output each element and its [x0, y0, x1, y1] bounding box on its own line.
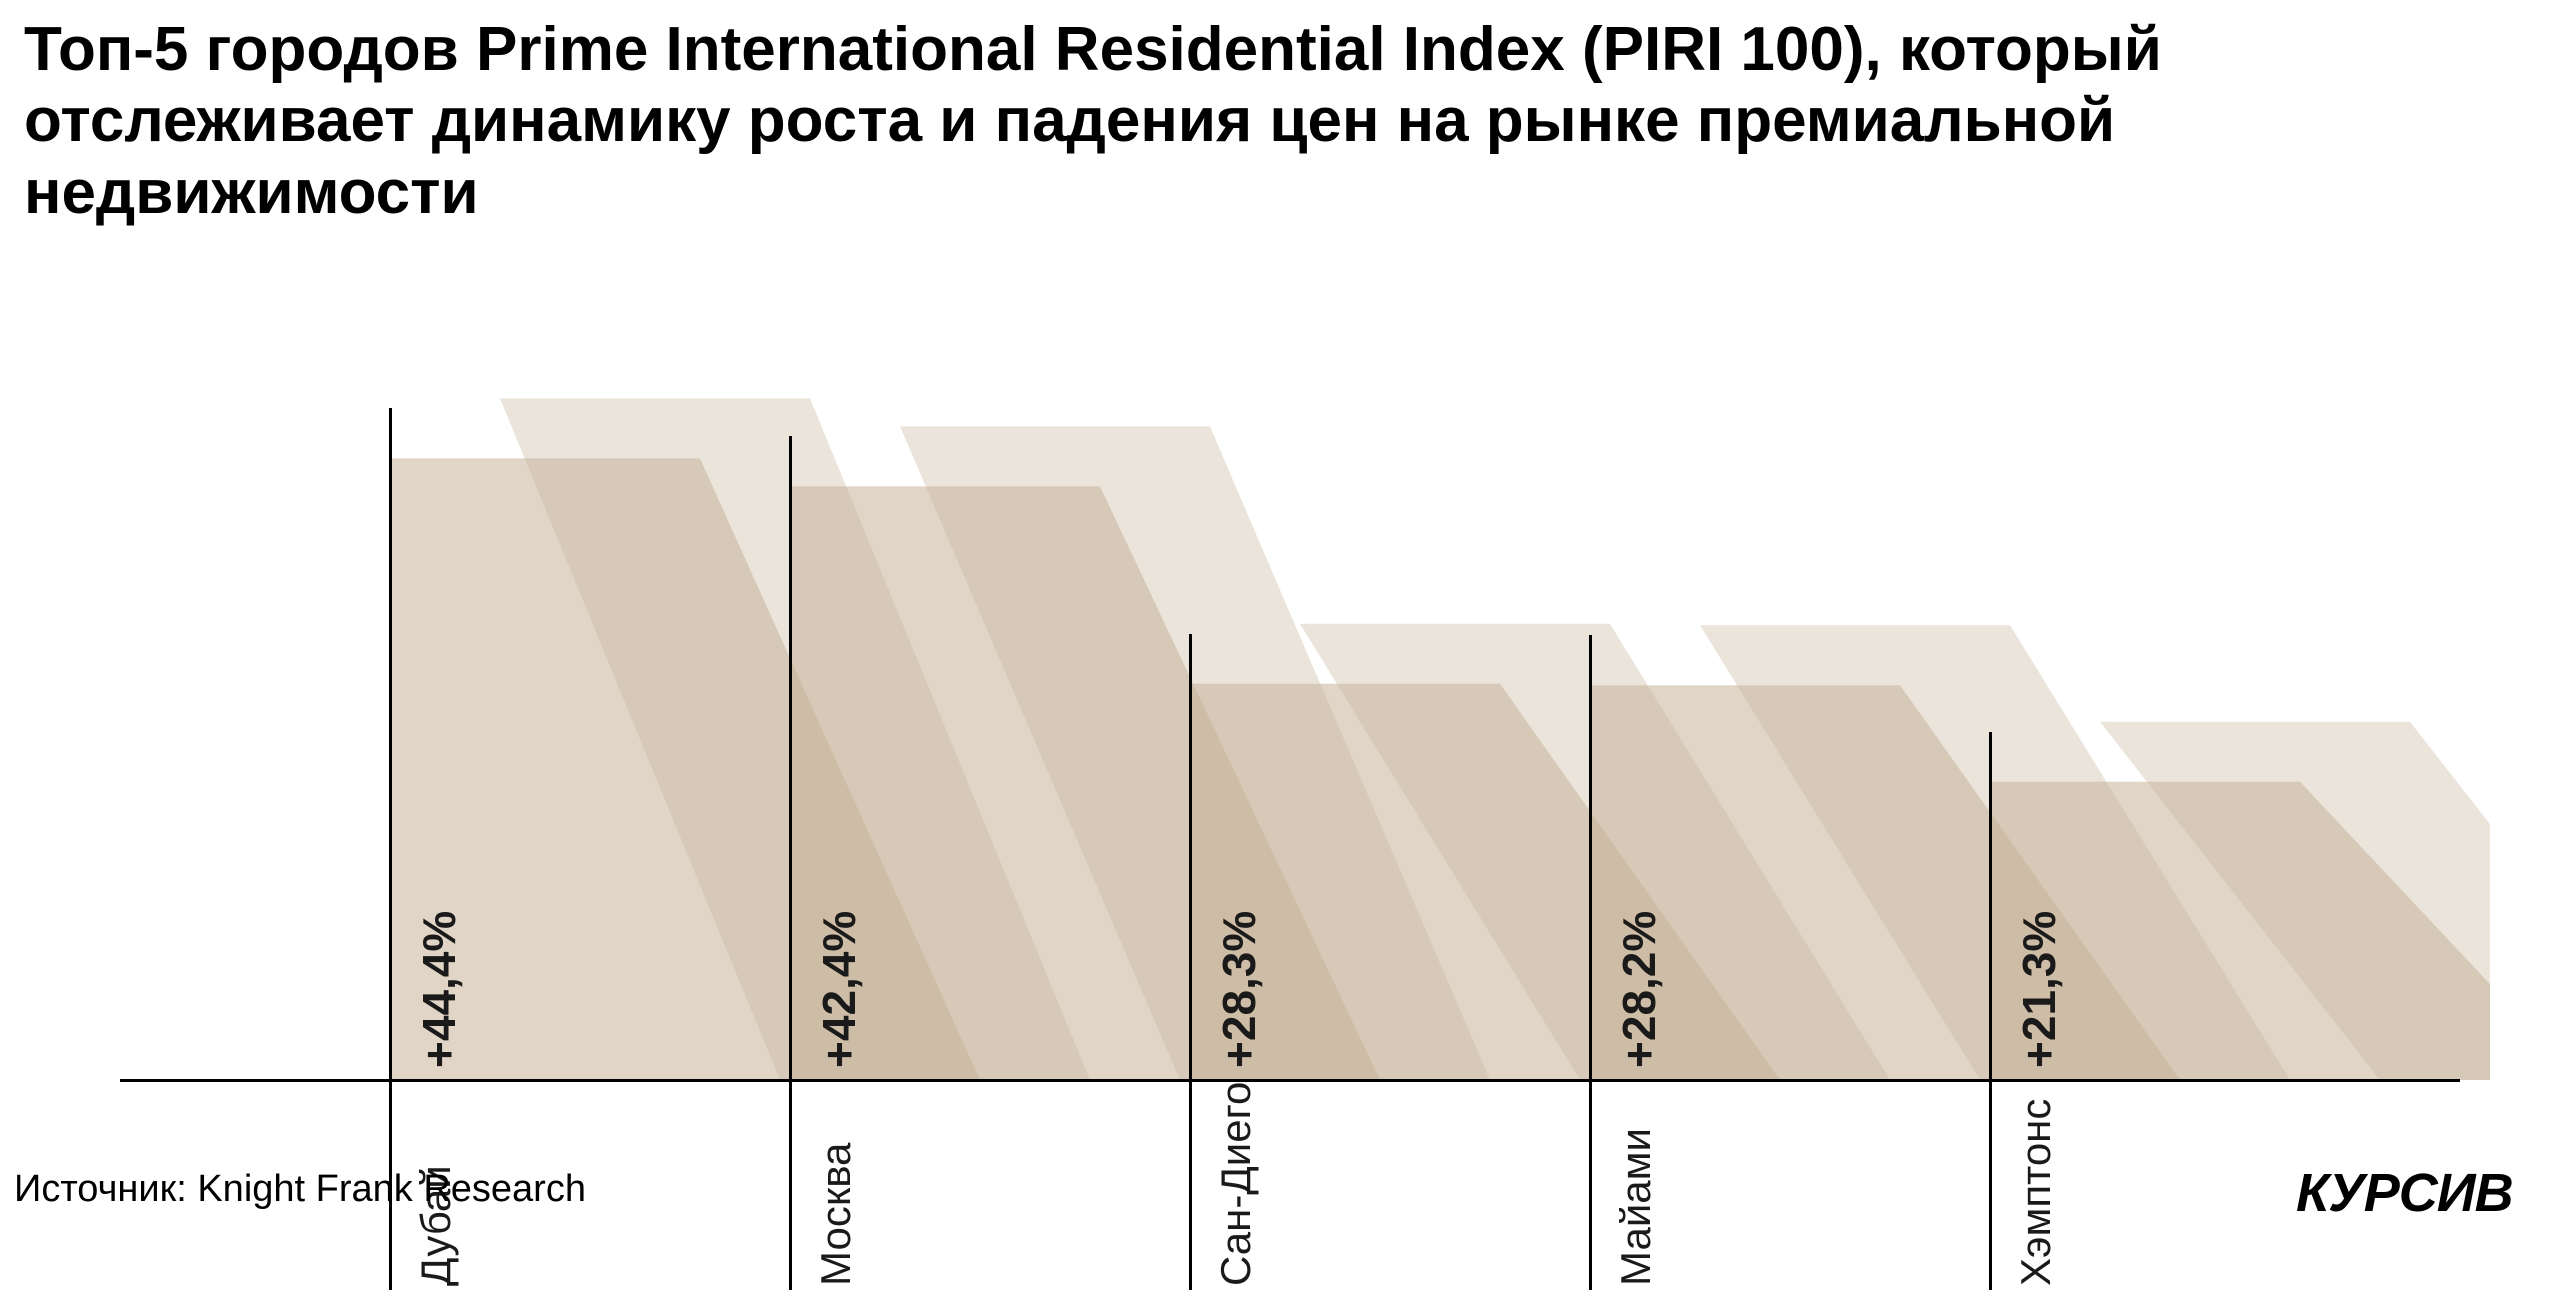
source-text: Источник: Knight Frank Research: [14, 1168, 586, 1211]
bar-tick-3: [1589, 635, 1592, 1290]
chart-title: Топ-5 городов Prime International Reside…: [24, 14, 2534, 228]
page: Топ-5 городов Prime International Reside…: [0, 0, 2560, 1219]
bar-tick-0: [389, 408, 392, 1290]
bar-tick-2: [1189, 634, 1192, 1290]
bar-city-2: Сан-Диего: [1212, 1082, 1260, 1286]
bar-value-4: +21,3%: [2012, 911, 2066, 1068]
brand-logo: КУРСИВ: [2296, 1162, 2513, 1224]
bar-city-4: Хэмптонс: [2012, 1099, 2060, 1286]
bar-value-1: +42,4%: [812, 911, 866, 1068]
bar-value-2: +28,3%: [1212, 911, 1266, 1068]
bar-city-3: Майами: [1612, 1128, 1660, 1286]
bar-value-3: +28,2%: [1612, 911, 1666, 1068]
bar-value-0: +44,4%: [412, 911, 466, 1068]
chart-area: +44,4%Дубай+42,4%Москва+28,3%Сан-Диего+2…: [90, 230, 2490, 1150]
bar-tick-1: [789, 436, 792, 1290]
baseline: [120, 1079, 2460, 1082]
bar-city-1: Москва: [812, 1143, 860, 1286]
bar-tick-4: [1989, 732, 1992, 1290]
